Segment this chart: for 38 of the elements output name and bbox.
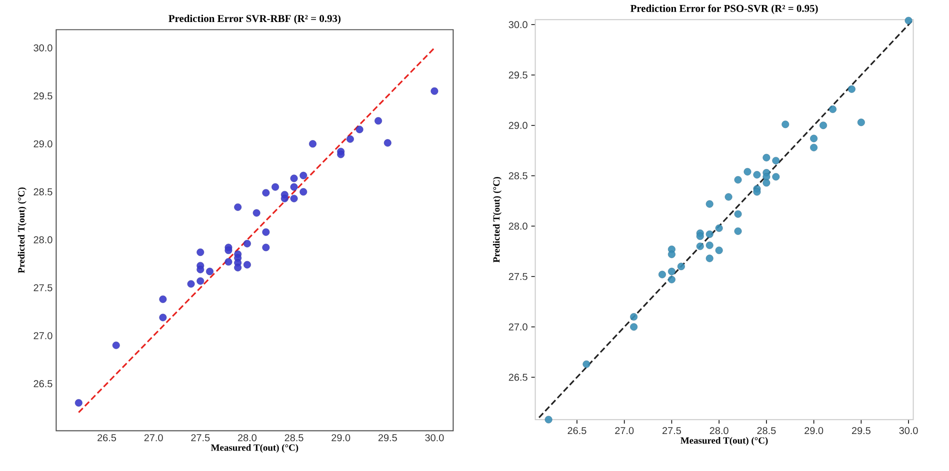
x-tick-label: 28.0 <box>238 434 257 442</box>
y-tick-label: 29.0 <box>34 140 52 148</box>
x-tick-label: 28.5 <box>757 427 776 434</box>
y-tick-label: 29.5 <box>34 92 52 100</box>
y-tick-label: 28.5 <box>508 172 528 180</box>
y-tick-label: 30.0 <box>508 21 528 28</box>
chart-title: Prediction Error SVR-RBF (R² = 0.93) <box>168 14 341 24</box>
y-tick-label: 29.0 <box>508 122 528 129</box>
x-tick-label: 28.5 <box>284 434 304 442</box>
y-tick-label: 28.0 <box>508 222 528 230</box>
x-tick-label: 28.0 <box>710 427 728 434</box>
y-tick-label: 27.0 <box>508 323 528 330</box>
x-tick-label: 26.5 <box>98 434 116 442</box>
y-tick-label: 28.0 <box>34 236 52 244</box>
y-tick-label: 30.0 <box>34 44 52 52</box>
x-tick-label: 29.0 <box>332 434 350 442</box>
x-tick-label: 30.0 <box>425 434 444 442</box>
x-tick-label: 30.0 <box>899 427 918 434</box>
y-tick-label: 26.5 <box>34 380 52 388</box>
x-tick-label: 29.5 <box>378 434 397 442</box>
y-tick-label: 26.5 <box>508 374 528 381</box>
x-axis-title: Measured T(out) (°C) <box>210 444 298 453</box>
x-axis-title: Measured T(out) (°C) <box>680 437 768 446</box>
y-tick-label: 29.5 <box>508 71 528 79</box>
x-tick-label: 27.0 <box>144 434 163 442</box>
y-axis-title: Predicted T(out) (°C) <box>18 188 26 274</box>
x-tick-label: 29.5 <box>852 427 870 434</box>
x-tick-label: 26.5 <box>568 427 586 434</box>
y-tick-label: 28.5 <box>34 188 52 196</box>
y-axis-title: Predicted T(out) (°C) <box>492 176 502 263</box>
y-tick-label: 27.5 <box>508 273 528 280</box>
x-tick-label: 29.0 <box>804 427 824 434</box>
chart-title: Prediction Error for PSO-SVR (R² = 0.95) <box>630 4 818 14</box>
x-tick-label: 27.5 <box>191 434 210 442</box>
y-tick-label: 27.0 <box>34 332 52 340</box>
y-tick-label: 27.5 <box>34 284 52 292</box>
x-tick-label: 27.0 <box>615 427 634 434</box>
x-tick-label: 27.5 <box>662 427 681 434</box>
